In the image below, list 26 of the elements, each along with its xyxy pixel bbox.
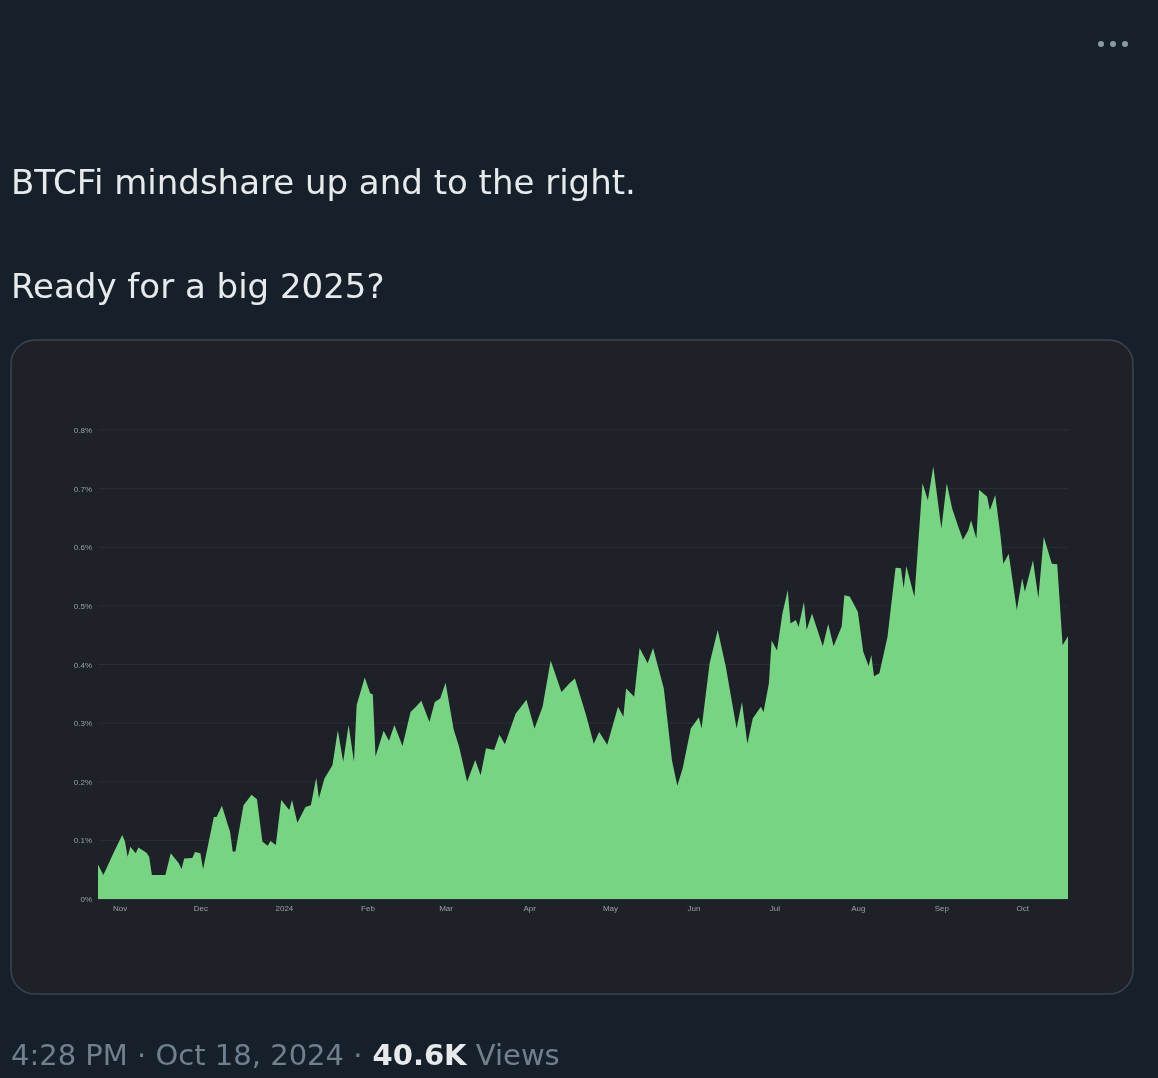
- x-tick-label: May: [602, 903, 619, 913]
- chart-title: BTCFi mindshare up and to the right.: [11, 162, 636, 202]
- x-tick-label: Aug: [851, 903, 866, 913]
- chart-subtitle: Ready for a big 2025?: [11, 266, 385, 306]
- y-tick-label: 0.8%: [73, 426, 92, 436]
- y-tick-label: 0.4%: [73, 660, 92, 670]
- x-tick-label: Sep: [934, 903, 950, 913]
- y-tick-label: 0.2%: [73, 777, 92, 787]
- x-tick-label: Feb: [361, 903, 376, 913]
- x-tick-label: Mar: [439, 903, 454, 913]
- text: 4:28 PM · Oct 18, 2024 ·: [11, 1038, 363, 1072]
- text: Views: [466, 1038, 560, 1072]
- y-tick-label: 0.7%: [73, 484, 92, 494]
- x-tick-label: Jun: [687, 903, 701, 913]
- y-tick-label: 0.6%: [73, 543, 92, 553]
- x-tick-label: Oct: [1016, 903, 1030, 913]
- x-tick-label: Apr: [523, 903, 537, 913]
- x-tick-label: Jul: [769, 903, 781, 913]
- text: 40.6K: [362, 1038, 469, 1072]
- y-tick-label: 0.1%: [73, 836, 92, 846]
- y-tick-label: 0.5%: [73, 601, 92, 611]
- y-tick-label: 0%: [80, 895, 92, 905]
- x-tick-label: 2024: [275, 903, 294, 913]
- y-tick-label: 0.3%: [73, 719, 92, 729]
- x-tick-label: Nov: [112, 903, 128, 913]
- x-tick-label: Dec: [193, 903, 209, 913]
